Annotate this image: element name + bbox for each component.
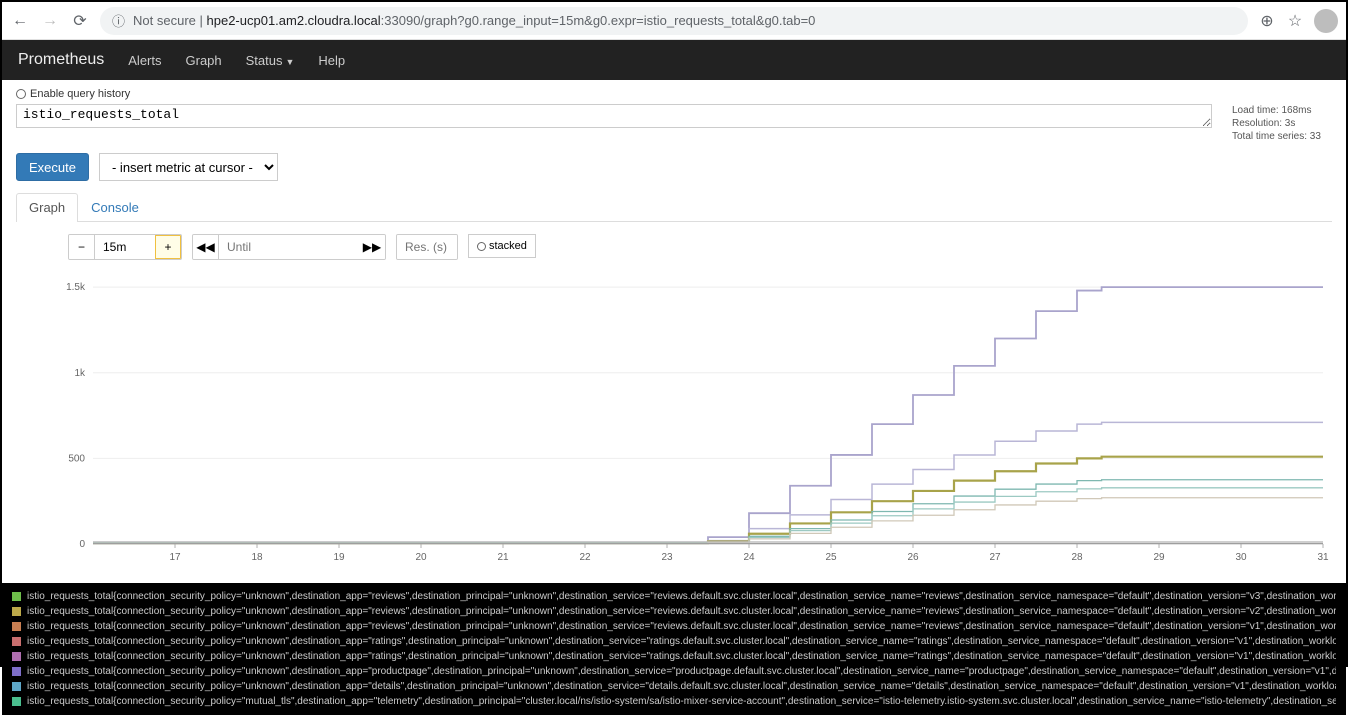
legend-swatch <box>12 592 21 601</box>
svg-text:500: 500 <box>68 453 85 464</box>
legend-text: istio_requests_total{connection_security… <box>27 679 1336 694</box>
forward-button[interactable]: → <box>40 11 60 31</box>
until-input[interactable] <box>219 235 359 259</box>
history-checkbox-icon <box>16 89 26 99</box>
svg-text:25: 25 <box>825 552 837 563</box>
legend-swatch <box>12 667 21 676</box>
svg-text:20: 20 <box>415 552 427 563</box>
url-bar[interactable]: ⓘ Not secure | hpe2-ucp01.am2.cloudra.lo… <box>100 7 1248 35</box>
legend-text: istio_requests_total{connection_security… <box>27 619 1336 634</box>
svg-text:1.5k: 1.5k <box>66 282 86 293</box>
stacked-radio-icon <box>477 242 486 251</box>
stacked-label: stacked <box>489 240 527 252</box>
range-increase-button[interactable]: + <box>155 235 181 259</box>
legend-row[interactable]: istio_requests_total{connection_security… <box>12 619 1336 634</box>
svg-text:17: 17 <box>169 552 181 563</box>
svg-text:27: 27 <box>989 552 1001 563</box>
time-back-button[interactable]: ◀◀ <box>193 235 219 259</box>
back-button[interactable]: ← <box>10 11 30 31</box>
svg-text:22: 22 <box>579 552 591 563</box>
browser-bar: ← → ⟳ ⓘ Not secure | hpe2-ucp01.am2.clou… <box>2 2 1346 40</box>
stat-resolution: Resolution: 3s <box>1232 117 1332 130</box>
legend-row[interactable]: istio_requests_total{connection_security… <box>12 694 1336 709</box>
stat-total-series: Total time series: 33 <box>1232 130 1332 143</box>
range-input[interactable] <box>95 235 155 259</box>
chart: 0 500 1k 1.5k 17 18 19 20 21 22 23 24 25 26 27 28 29 30 31 <box>46 266 1332 569</box>
range-decrease-button[interactable]: − <box>69 235 95 259</box>
range-control: − + <box>68 234 182 260</box>
nav-help[interactable]: Help <box>318 53 345 68</box>
svg-text:23: 23 <box>661 552 673 563</box>
legend-text: istio_requests_total{connection_security… <box>27 589 1336 604</box>
avatar[interactable] <box>1314 9 1338 33</box>
execute-button[interactable]: Execute <box>16 153 89 181</box>
stat-load-time: Load time: 168ms <box>1232 104 1332 117</box>
query-stats: Load time: 168ms Resolution: 3s Total ti… <box>1232 104 1332 143</box>
legend-swatch <box>12 637 21 646</box>
svg-text:30: 30 <box>1235 552 1247 563</box>
url-text: Not secure | hpe2-ucp01.am2.cloudra.loca… <box>133 13 1236 28</box>
legend-row[interactable]: istio_requests_total{connection_security… <box>12 589 1336 604</box>
legend: istio_requests_total{connection_security… <box>2 583 1346 715</box>
svg-text:1k: 1k <box>74 368 86 379</box>
tab-graph[interactable]: Graph <box>16 193 78 222</box>
legend-row[interactable]: istio_requests_total{connection_security… <box>12 634 1336 649</box>
tabs: Graph Console <box>16 193 1332 222</box>
tab-console[interactable]: Console <box>78 193 152 221</box>
legend-text: istio_requests_total{connection_security… <box>27 634 1336 649</box>
resolution-input[interactable] <box>397 235 457 259</box>
svg-text:31: 31 <box>1317 552 1329 563</box>
legend-text: istio_requests_total{connection_security… <box>27 694 1336 709</box>
legend-row[interactable]: istio_requests_total{connection_security… <box>12 679 1336 694</box>
reload-button[interactable]: ⟳ <box>70 11 90 31</box>
legend-row[interactable]: istio_requests_total{connection_security… <box>12 649 1336 664</box>
legend-row[interactable]: istio_requests_total{connection_security… <box>12 604 1336 619</box>
zoom-icon[interactable]: ⊕ <box>1258 12 1276 30</box>
svg-text:26: 26 <box>907 552 919 563</box>
legend-row[interactable]: istio_requests_total{connection_security… <box>12 664 1336 679</box>
legend-text: istio_requests_total{connection_security… <box>27 664 1336 679</box>
legend-swatch <box>12 697 21 706</box>
insert-metric-select[interactable]: - insert metric at cursor - <box>99 153 278 181</box>
svg-text:0: 0 <box>79 539 85 550</box>
enable-query-history[interactable]: Enable query history <box>16 88 1332 100</box>
legend-text: istio_requests_total{connection_security… <box>27 604 1336 619</box>
prometheus-nav: Prometheus Alerts Graph Status▼ Help <box>2 40 1346 80</box>
nav-status[interactable]: Status▼ <box>246 53 295 68</box>
legend-text: istio_requests_total{connection_security… <box>27 649 1336 664</box>
resolution-control <box>396 234 458 260</box>
query-input[interactable]: istio_requests_total <box>16 104 1212 128</box>
svg-text:24: 24 <box>743 552 755 563</box>
time-forward-button[interactable]: ▶▶ <box>359 235 385 259</box>
legend-swatch <box>12 652 21 661</box>
nav-alerts[interactable]: Alerts <box>128 53 161 68</box>
svg-text:19: 19 <box>333 552 345 563</box>
svg-text:18: 18 <box>251 552 263 563</box>
svg-text:29: 29 <box>1153 552 1165 563</box>
brand[interactable]: Prometheus <box>18 51 104 69</box>
stacked-toggle[interactable]: stacked <box>468 234 536 258</box>
time-control: ◀◀ ▶▶ <box>192 234 386 260</box>
nav-graph[interactable]: Graph <box>186 53 222 68</box>
info-icon: ⓘ <box>112 11 125 30</box>
bookmark-icon[interactable]: ☆ <box>1286 12 1304 30</box>
svg-text:21: 21 <box>497 552 509 563</box>
legend-swatch <box>12 622 21 631</box>
enable-history-label: Enable query history <box>30 88 130 100</box>
legend-swatch <box>12 682 21 691</box>
legend-swatch <box>12 607 21 616</box>
svg-text:28: 28 <box>1071 552 1083 563</box>
chart-svg: 0 500 1k 1.5k 17 18 19 20 21 22 23 24 25 26 27 28 29 30 31 <box>46 266 1332 569</box>
